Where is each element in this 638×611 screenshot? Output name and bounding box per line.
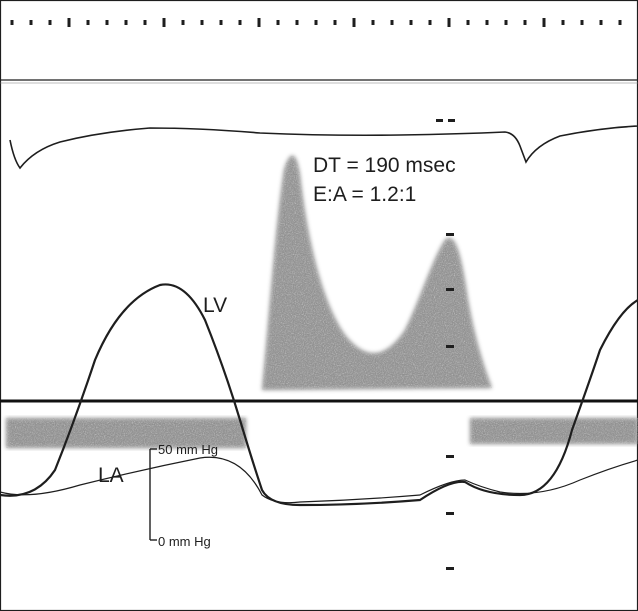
timing-mark <box>238 20 242 25</box>
timing-mark <box>580 20 584 25</box>
timing-mark <box>466 20 470 25</box>
timing-mark-major <box>257 18 261 27</box>
timing-mark <box>219 20 223 25</box>
scale-top-label: 50 mm Hg <box>158 442 218 457</box>
timing-mark <box>181 20 185 25</box>
timing-mark <box>599 20 603 25</box>
timing-mark <box>10 20 14 25</box>
timing-mark <box>105 20 109 25</box>
timing-mark-major <box>162 18 166 27</box>
timing-mark <box>48 20 52 25</box>
timing-mark <box>276 20 280 25</box>
timing-mark-major <box>67 18 71 27</box>
timing-mark <box>295 20 299 25</box>
pressure-scale-bar <box>149 448 157 541</box>
velocity-scale-ticks <box>436 119 455 570</box>
timing-mark <box>143 20 147 25</box>
timing-mark <box>428 20 432 25</box>
timing-mark <box>409 20 413 25</box>
lv-pressure-curve <box>0 283 638 507</box>
la-label: LA <box>98 464 124 487</box>
ecg-trace <box>9 125 638 170</box>
timing-mark <box>504 20 508 25</box>
timing-marks <box>10 18 622 27</box>
timing-mark <box>333 20 337 25</box>
timing-mark <box>371 20 375 25</box>
timing-mark-major <box>352 18 356 27</box>
timing-mark-major <box>447 18 451 27</box>
scale-bottom-label: 0 mm Hg <box>158 534 211 549</box>
doppler-noise-band <box>6 418 638 448</box>
timing-mark <box>485 20 489 25</box>
lv-label: LV <box>203 294 227 317</box>
doppler-mitral-inflow <box>262 155 492 390</box>
timing-mark <box>390 20 394 25</box>
timing-mark <box>523 20 527 25</box>
timing-mark <box>124 20 128 25</box>
ea-ratio-label: E:A = 1.2:1 <box>313 183 416 206</box>
timing-mark <box>29 20 33 25</box>
timing-mark <box>561 20 565 25</box>
timing-mark <box>618 20 622 25</box>
dt-label: DT = 190 msec <box>313 154 456 177</box>
timing-mark-major <box>542 18 546 27</box>
timing-mark <box>86 20 90 25</box>
timing-mark <box>314 20 318 25</box>
timing-mark <box>200 20 204 25</box>
